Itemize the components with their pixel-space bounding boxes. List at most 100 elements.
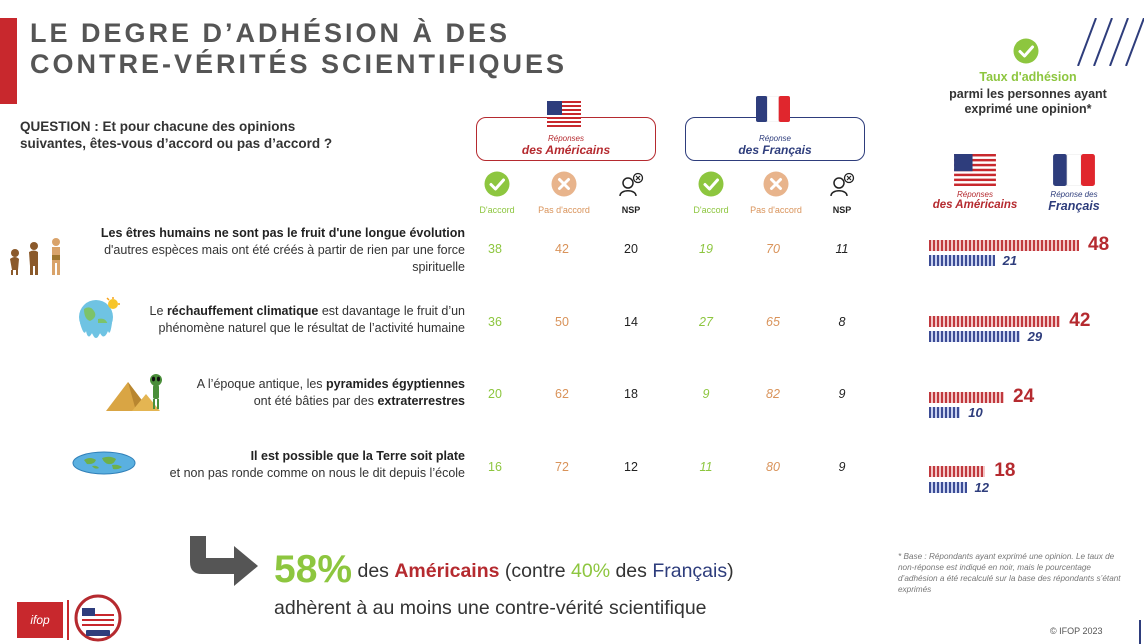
statement-text-part: d'autres espèces mais ont été créés à pa… — [104, 243, 465, 257]
us-agree-value: 20 — [488, 387, 502, 401]
conclusion-text-2: (contre — [499, 560, 572, 582]
us-adhesion-bar — [929, 392, 1004, 403]
statement-text-part: et non pas ronde comme on nous le dit de… — [169, 466, 465, 480]
statement-text-part: A l’époque antique, les — [196, 377, 327, 391]
fr-adhesion-bar — [929, 482, 967, 493]
us-adhesion-bar — [929, 466, 986, 477]
us-nsp-value: 20 — [624, 242, 638, 256]
statement-4: Il est possible que la Terre soit plate e… — [70, 448, 465, 482]
title-line-1: LE DEGRE D’ADHÉSION À DES — [30, 18, 511, 48]
conclusion-text-3: des — [610, 560, 653, 582]
us-agree-value: 16 — [488, 460, 502, 474]
fr-nsp-value: 9 — [838, 387, 846, 401]
hatch-decoration-icon — [1077, 18, 1144, 66]
title-line-2: CONTRE-VÉRITÉS SCIENTIFIQUES — [30, 49, 568, 79]
curved-arrow-icon — [190, 536, 258, 586]
us-adhesion-value: 18 — [994, 460, 1016, 481]
us-nsp-label: NSP — [621, 205, 641, 215]
fr-adhesion-label-2: Français — [1048, 199, 1100, 213]
us-flag-right-icon — [954, 154, 996, 186]
fr-agree-value: 19 — [699, 242, 713, 256]
fr-adhesion-bar — [929, 331, 1020, 342]
pyramids-alien-icon — [106, 374, 162, 411]
us-flag-icon — [547, 101, 581, 127]
fr-adhesion-value: 29 — [1027, 329, 1043, 344]
us-nsp-value: 12 — [624, 460, 638, 474]
fr-disagree-value: 82 — [766, 387, 780, 401]
fr-disagree-value: 70 — [766, 242, 780, 256]
fr-group-label-1: Réponse — [758, 134, 792, 143]
copyright-accent-bar — [1139, 620, 1141, 644]
us-disagree-value: 50 — [555, 315, 569, 329]
fr-adhesion-value: 21 — [1002, 253, 1018, 268]
fr-nsp-value: 11 — [835, 242, 849, 256]
statement-text-part: est davantage le fruit d’un — [318, 304, 465, 318]
fr-agree-icon — [698, 171, 724, 197]
fr-agree-value: 11 — [699, 460, 713, 474]
flat-earth-icon — [72, 451, 136, 475]
us-nsp-value: 14 — [624, 315, 638, 329]
fr-agree-value: 9 — [702, 387, 710, 401]
statement-3: A l’époque antique, les pyramides égypti… — [70, 376, 465, 410]
adhesion-subtitle: parmi les personnes ayant exprimé une op… — [920, 87, 1136, 117]
us-nsp-icon — [619, 172, 644, 197]
statement-2: Le réchauffement climatique est davantag… — [70, 303, 465, 337]
logo-separator — [67, 600, 69, 640]
us-agree-icon — [484, 171, 510, 197]
us-nsp-value: 18 — [624, 387, 638, 401]
adhesion-subtitle-line-2: exprimé une opinion* — [964, 102, 1092, 116]
us-adhesion-label-1: Réponses — [956, 190, 994, 199]
statement-text-part: réchauffement climatique — [166, 304, 319, 318]
us-adhesion-label: Réponses des Américains — [925, 190, 1025, 211]
ifop-logo: ifop — [17, 602, 63, 638]
statement-text-part: ont été bâties par des — [253, 394, 378, 408]
fr-flag-icon — [756, 96, 790, 122]
fr-nsp-value: 9 — [838, 460, 846, 474]
us-agree-label: D'accord — [479, 205, 515, 215]
us-adhesion-bar — [929, 240, 1079, 251]
statement-text-part: phénomène naturel que le résultat de l’a… — [158, 321, 465, 335]
statement-text-part: Les êtres humains ne sont pas le fruit d… — [100, 226, 465, 240]
statement-text-part: Il est possible que la Terre soit plate — [250, 449, 465, 463]
footnote: * Base : Répondants ayant exprimé une op… — [898, 552, 1121, 594]
page-title: LE DEGRE D’ADHÉSION À DES CONTRE-VÉRITÉS… — [30, 18, 630, 80]
copyright: © IFOP 2023 — [1050, 626, 1103, 636]
us-disagree-value: 42 — [555, 242, 569, 256]
fr-disagree-icon — [763, 171, 789, 197]
us-agree-value: 36 — [488, 315, 502, 329]
fr-adhesion-value: 10 — [968, 405, 983, 420]
us-adhesion-value: 48 — [1088, 234, 1110, 255]
us-group-label-2: des Américains — [521, 143, 611, 157]
fr-adhesion-value: 12 — [974, 480, 989, 495]
us-group-label-1: Réponses — [547, 134, 585, 143]
fr-disagree-label: Pas d'accord — [750, 205, 802, 215]
title-accent-bar — [0, 18, 17, 104]
fr-nsp-icon — [830, 172, 855, 197]
evolution-icon — [10, 238, 60, 275]
conclusion-pct: 58% — [274, 548, 353, 591]
us-adhesion-value: 42 — [1069, 310, 1091, 331]
fr-adhesion-label-1: Réponse des — [1050, 190, 1098, 199]
question-text: QUESTION : Et pour chacune des opinions … — [20, 118, 440, 152]
fr-disagree-value: 65 — [766, 315, 780, 329]
question-line-2: suivantes, êtes-vous d’accord ou pas d’a… — [20, 136, 333, 151]
adhesion-subtitle-line-1: parmi les personnes ayant — [949, 87, 1107, 101]
conclusion-line-2: adhèrent à au moins une contre-vérité sc… — [274, 597, 707, 619]
fr-nsp-value: 8 — [838, 315, 846, 329]
question-line-1: QUESTION : Et pour chacune des opinions — [20, 119, 296, 134]
us-adhesion-value: 24 — [1013, 386, 1035, 407]
fr-agree-label: D'accord — [693, 205, 729, 215]
statement-1: Les êtres humains ne sont pas le fruit d… — [70, 225, 465, 276]
adhesion-title: Taux d'adhésion — [979, 70, 1077, 84]
statement-text-part: pyramides égyptiennes — [326, 377, 465, 391]
fr-agree-value: 27 — [699, 315, 713, 329]
conclusion-text-1: des — [352, 560, 395, 582]
fr-flag-right-icon — [1053, 154, 1095, 186]
fr-disagree-value: 80 — [766, 460, 780, 474]
adhesion-check-icon — [1013, 38, 1039, 64]
us-disagree-value: 72 — [555, 460, 569, 474]
fr-group-box: Réponse des Français — [685, 117, 865, 161]
us-adhesion-label-2: des Américains — [932, 199, 1018, 211]
conclusion-pct2: 40% — [571, 560, 611, 582]
us-adhesion-bar — [929, 316, 1061, 327]
